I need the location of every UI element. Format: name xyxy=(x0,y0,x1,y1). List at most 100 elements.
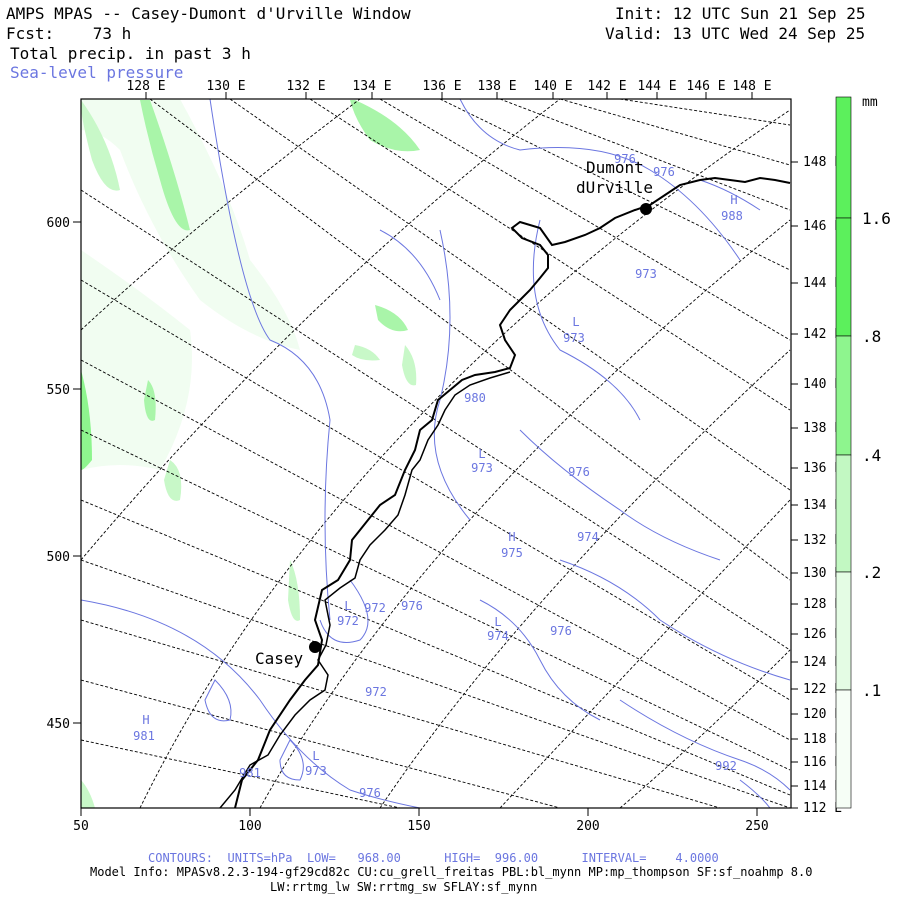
pressure-label: 976 xyxy=(401,599,423,613)
pressure-label: 972 xyxy=(337,614,359,628)
pressure-center-letter: L xyxy=(478,447,485,461)
pressure-label: 974 xyxy=(577,530,599,544)
precip-area xyxy=(164,460,182,501)
init-time: Init: 12 UTC Sun 21 Sep 25 xyxy=(615,4,866,23)
station-marker-casey[interactable] xyxy=(309,641,321,653)
top-lon-label: 138 E xyxy=(477,79,516,94)
colorbar-label: .1 xyxy=(862,681,881,700)
contour-info: CONTOURS: UNITS=hPa LOW= 968.00 HIGH= 99… xyxy=(148,851,719,865)
right-lon-label: 124 E xyxy=(803,655,842,670)
x-tick-label: 150 xyxy=(407,819,430,834)
colorbar-segment xyxy=(835,689,852,809)
colorbar-label: .4 xyxy=(862,446,881,465)
station-marker-dumont-durville[interactable] xyxy=(640,203,652,215)
pressure-label: 992 xyxy=(715,759,737,773)
right-lon-label: 130 E xyxy=(803,566,842,581)
right-lon-label: 112 E xyxy=(803,801,842,816)
right-lon-label: 126 E xyxy=(803,627,842,642)
plot-title: AMPS MPAS -- Casey-Dumont d'Urville Wind… xyxy=(6,4,411,23)
top-lon-label: 132 E xyxy=(286,79,325,94)
y-tick-label: 550 xyxy=(47,383,70,398)
pressure-labels: 976 976 988 973 973 980 973 976 975 974 972 976 976 9… xyxy=(133,152,743,800)
right-longitude-labels: 148 E 146 E 144 E 142 E 140 E 138 E 136 E 134 E… xyxy=(791,155,842,816)
pressure-label: 972 xyxy=(364,601,386,615)
pressure-center-letter: H xyxy=(508,530,515,544)
top-lon-label: 142 E xyxy=(587,79,626,94)
pressure-center-letter: L xyxy=(494,615,501,629)
colorbar-segment xyxy=(835,571,852,691)
precip-area-medium xyxy=(144,380,156,421)
right-lon-label: 142 E xyxy=(803,327,842,342)
pressure-label: 972 xyxy=(365,685,387,699)
pressure-label: 976 xyxy=(653,165,675,179)
model-info-physics: LW:rrtmg_lw SW:rrtmg_sw SFLAY:sf_mynn xyxy=(270,880,538,894)
right-lon-label: 136 E xyxy=(803,461,842,476)
right-lon-label: 134 E xyxy=(803,498,842,513)
precip-area xyxy=(402,345,417,386)
right-lon-label: 114 E xyxy=(803,779,842,794)
station-label-durville: dUrville xyxy=(576,178,653,197)
pressure-label: 973 xyxy=(635,267,657,281)
top-lon-label: 148 E xyxy=(732,79,771,94)
precip-area xyxy=(352,345,380,361)
pressure-label: 976 xyxy=(568,465,590,479)
right-lon-label: 120 E xyxy=(803,707,842,722)
right-lon-label: 138 E xyxy=(803,421,842,436)
pressure-center-letter: L xyxy=(344,599,351,613)
colorbar-segment xyxy=(835,96,852,219)
precip-area xyxy=(288,560,300,621)
pressure-label: 975 xyxy=(501,546,523,560)
pressure-center-letter: H xyxy=(730,193,737,207)
right-lon-label: 128 E xyxy=(803,597,842,612)
pressure-label: 973 xyxy=(305,764,327,778)
right-lon-label: 148 E xyxy=(803,155,842,170)
top-lon-label: 146 E xyxy=(686,79,725,94)
pressure-label: 974 xyxy=(487,629,509,643)
model-info: Model Info: MPASv8.2.3-194-gf29cd82c CU:… xyxy=(90,865,813,879)
colorbar: 1.6 .8 .4 .2 .1 xyxy=(835,96,891,809)
pressure-center-letter: L xyxy=(572,315,579,329)
right-lon-label: 118 E xyxy=(803,732,842,747)
y-tick-label: 600 xyxy=(47,216,70,231)
y-tick-label: 450 xyxy=(47,717,70,732)
precip-area-medium xyxy=(140,100,190,231)
pressure-label: 988 xyxy=(721,209,743,223)
pressure-center-letter: L xyxy=(312,749,319,763)
overlay-name: Sea-level pressure xyxy=(10,63,184,82)
right-lon-label: 144 E xyxy=(803,276,842,291)
pressure-label: 973 xyxy=(563,331,585,345)
forecast-hour: Fcst: 73 h xyxy=(6,24,132,43)
x-tick-label: 200 xyxy=(576,819,599,834)
top-lon-label: 144 E xyxy=(637,79,676,94)
colorbar-segment xyxy=(835,217,852,337)
right-lon-label: 122 E xyxy=(803,682,842,697)
colorbar-label: .2 xyxy=(862,563,881,582)
top-longitude-labels: 128 E 130 E 132 E 134 E 136 E 138 E 140 E 142 E… xyxy=(126,79,772,99)
pressure-label: 980 xyxy=(464,391,486,405)
pressure-label: 981 xyxy=(239,766,261,780)
right-lon-label: 146 E xyxy=(803,219,842,234)
colorbar-segment xyxy=(835,454,852,573)
pressure-label: 976 xyxy=(550,624,572,638)
valid-time: Valid: 13 UTC Wed 24 Sep 25 xyxy=(605,24,866,43)
pressure-label: 981 xyxy=(133,729,155,743)
coastline-inner xyxy=(219,371,511,808)
right-lon-label: 116 E xyxy=(803,755,842,770)
precip-area-medium xyxy=(81,370,92,470)
station-label-casey: Casey xyxy=(255,649,304,668)
pressure-center-letter: H xyxy=(142,713,149,727)
precip-area-light xyxy=(81,99,300,350)
pressure-label: 973 xyxy=(471,461,493,475)
top-lon-label: 140 E xyxy=(533,79,572,94)
right-lon-label: 140 E xyxy=(803,377,842,392)
top-lon-label: 130 E xyxy=(206,79,245,94)
colorbar-label: .8 xyxy=(862,327,881,346)
map-panel: 976 976 988 973 973 980 973 976 975 974 972 976 976 9… xyxy=(81,99,791,808)
colorbar-unit: mm xyxy=(862,95,878,110)
top-lon-label: 136 E xyxy=(422,79,461,94)
precip-area xyxy=(81,100,120,191)
y-tick-label: 500 xyxy=(47,550,70,565)
top-lon-label: 128 E xyxy=(126,79,165,94)
station-label-dumont: Dumont xyxy=(586,158,644,177)
